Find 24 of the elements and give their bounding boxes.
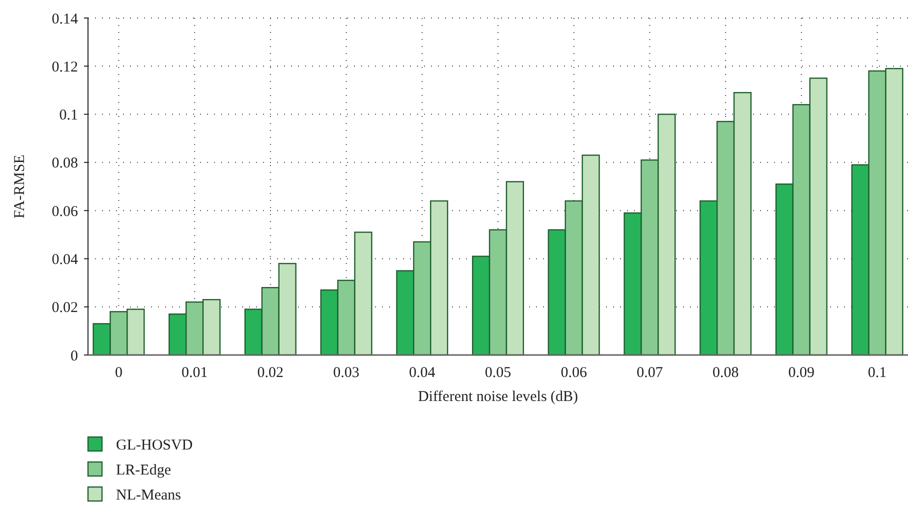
legend-label: LR-Edge: [116, 462, 172, 478]
y-tick-label: 0.08: [52, 156, 78, 172]
x-tick-label: 0.06: [560, 365, 588, 381]
y-axis-title: FA-RMSE: [12, 154, 28, 218]
y-tick-label: 0.1: [59, 108, 78, 124]
legend-label: NL-Means: [116, 487, 182, 504]
x-tick-label: 0: [114, 365, 122, 381]
legend-label: GL-HOSVD: [116, 437, 193, 454]
y-tick-label: 0.06: [52, 204, 78, 220]
x-tick-label: 0.1: [868, 365, 887, 381]
y-tick-label: 0.02: [52, 300, 78, 316]
x-tick-label: 0.09: [788, 365, 815, 381]
x-tick-label: 0.04: [409, 365, 436, 381]
x-axis-title: Different noise levels (dB): [418, 389, 578, 405]
x-tick-label: 0.05: [484, 365, 512, 381]
y-tick-label: 0.12: [52, 59, 78, 76]
y-tick-label: 0.04: [52, 252, 78, 268]
x-tick-label: 0.08: [712, 365, 739, 381]
x-tick-label: 0.07: [636, 365, 664, 381]
x-tick-label: 0.03: [333, 365, 360, 381]
y-tick-label: 0.14: [52, 11, 78, 28]
x-tick-label: 0.02: [257, 365, 284, 381]
x-tick-label: 0.01: [181, 365, 208, 381]
y-tick-label: 0: [70, 348, 78, 364]
